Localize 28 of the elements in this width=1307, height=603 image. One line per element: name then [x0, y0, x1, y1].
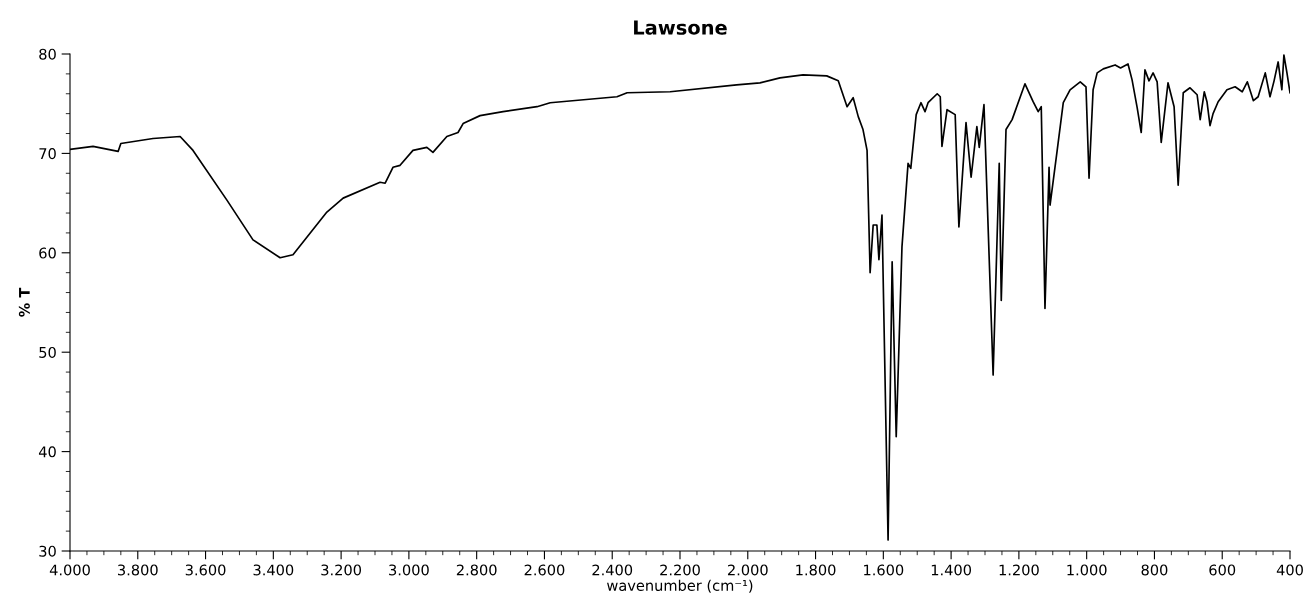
x-tick-label: 3.400 — [253, 564, 294, 576]
x-axis-title: wavenumber (cm⁻¹) — [607, 579, 753, 593]
x-tick-label: 4.000 — [49, 564, 90, 576]
x-tick-label: 1.400 — [931, 564, 972, 576]
y-tick-label: 40 — [38, 446, 56, 458]
x-tick-label: 2.000 — [727, 564, 768, 576]
x-tick-label: 3.800 — [118, 564, 158, 576]
x-tick-label: 2.400 — [592, 564, 633, 576]
x-tick-label: 3.200 — [321, 564, 362, 576]
y-tick-label: 50 — [39, 346, 56, 358]
x-tick-label: 3.000 — [389, 564, 429, 576]
x-tick-label: 2.800 — [456, 564, 497, 576]
x-tick-label: 1.000 — [1067, 564, 1107, 576]
x-tick-label: 400 — [1276, 564, 1303, 576]
y-tick-label: 70 — [39, 148, 56, 160]
x-tick-label: 2.200 — [660, 564, 700, 576]
y-tick-label: 80 — [39, 48, 56, 60]
x-tick-label: 1.200 — [999, 564, 1039, 576]
x-tick-label: 3.600 — [185, 564, 226, 576]
x-tick-label: 600 — [1209, 564, 1236, 576]
y-tick-label: 60 — [39, 247, 56, 259]
x-tick-label: 1.800 — [796, 564, 836, 576]
x-tick-label: 2.600 — [524, 564, 565, 576]
chart-title: Lawsone — [634, 20, 727, 35]
y-axis-title: % T — [18, 287, 30, 317]
x-tick-label: 800 — [1141, 564, 1168, 576]
y-tick-label: 30 — [39, 545, 56, 557]
x-tick-label: 1.600 — [864, 564, 904, 576]
